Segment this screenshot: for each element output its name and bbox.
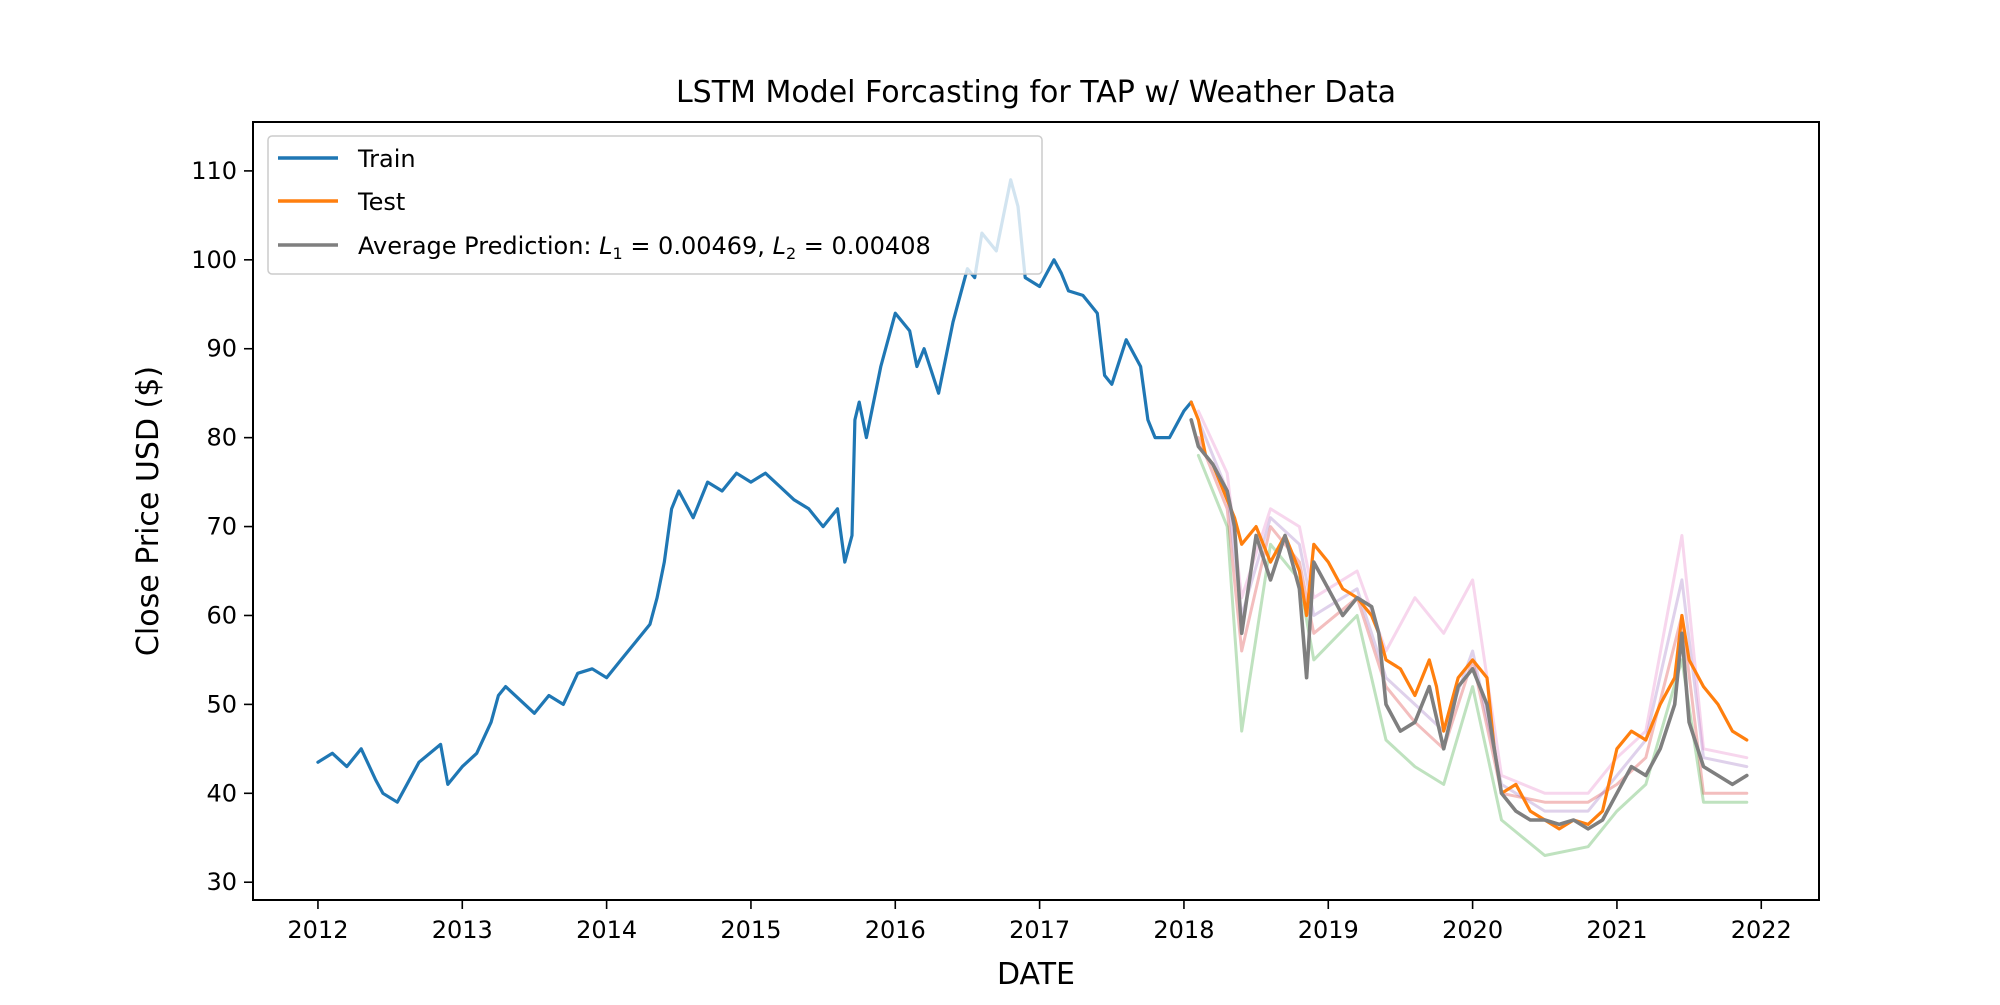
- x-tick-label: 2012: [287, 916, 348, 944]
- legend-box: [267, 135, 1043, 275]
- x-tick-label: 2014: [576, 916, 637, 944]
- series-line-prediction-green: [1196, 453, 1749, 857]
- x-tick-label: 2015: [720, 916, 781, 944]
- y-tick-label: 80: [206, 424, 237, 452]
- x-tick-label: 2013: [432, 916, 493, 944]
- legend-label-test: Test: [357, 188, 405, 216]
- x-tick-label: 2020: [1442, 916, 1503, 944]
- legend-label-train: Train: [357, 145, 416, 173]
- y-tick-label: 90: [206, 335, 237, 363]
- plot-frame: [252, 121, 1820, 901]
- x-axis: 2012 2013 2014 2015 2016 2017 2018 2019 2020 2021…: [287, 900, 1792, 944]
- y-tick-label: 70: [206, 513, 237, 541]
- x-tick-label: 2016: [865, 916, 926, 944]
- legend: Train Test Average Prediction: L1 = 0.00…: [267, 135, 1043, 275]
- series-line-average-prediction: [1189, 418, 1749, 831]
- x-axis-title: DATE: [997, 957, 1075, 992]
- x-tick-label: 2021: [1586, 916, 1647, 944]
- x-tick-label: 2022: [1731, 916, 1792, 944]
- x-tick-label: 2018: [1153, 916, 1214, 944]
- y-tick-label: 100: [191, 246, 237, 274]
- chart-title: LSTM Model Forcasting for TAP w/ Weather…: [676, 75, 1396, 110]
- series-line-train: [316, 178, 1193, 804]
- y-tick-label: 50: [206, 690, 237, 718]
- y-tick-label: 110: [191, 157, 237, 185]
- x-tick-label: 2019: [1298, 916, 1359, 944]
- series-layer: [316, 178, 1749, 857]
- y-tick-label: 40: [206, 779, 237, 807]
- y-axis-title: Close Price USD ($): [131, 366, 166, 656]
- y-tick-label: 60: [206, 601, 237, 629]
- x-tick-label: 2017: [1009, 916, 1070, 944]
- series-line-prediction-pink: [1196, 409, 1749, 795]
- y-tick-label: 30: [206, 868, 237, 896]
- y-axis: 30 40 50 60 70 80 90 100 110: [191, 157, 253, 896]
- legend-label-average: Average Prediction: L1 = 0.00469, L2 = 0…: [358, 232, 931, 263]
- series-line-test: [1189, 400, 1749, 831]
